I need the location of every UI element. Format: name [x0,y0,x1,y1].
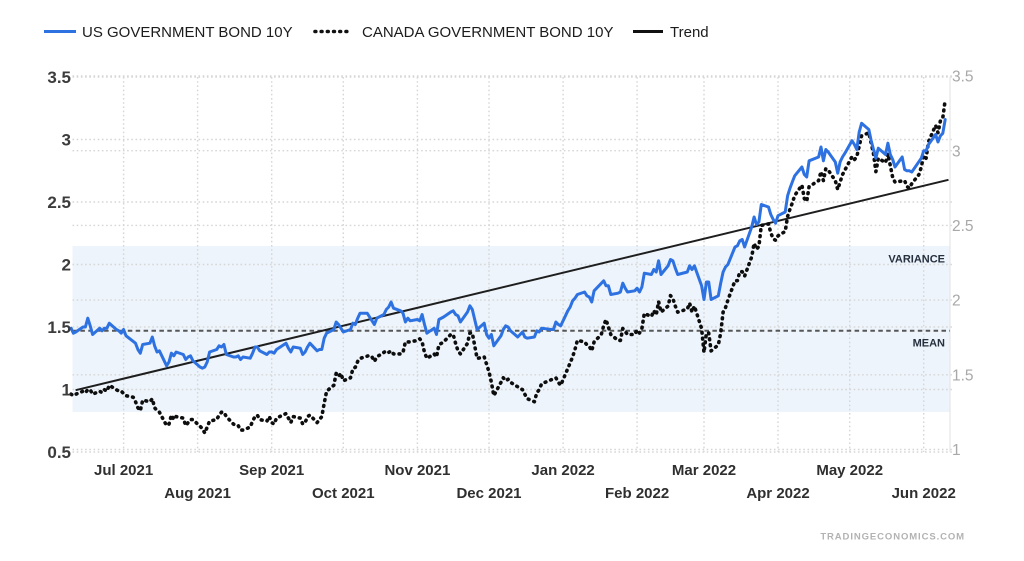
svg-text:MEAN: MEAN [913,337,945,349]
svg-text:US GOVERNMENT BOND 10Y: US GOVERNMENT BOND 10Y [82,24,293,41]
svg-text:2: 2 [952,293,961,310]
svg-text:Nov 2021: Nov 2021 [384,462,450,479]
svg-text:1.5: 1.5 [952,367,974,384]
svg-text:Aug 2021: Aug 2021 [164,485,231,502]
svg-text:3: 3 [62,131,71,150]
svg-text:1: 1 [62,381,71,400]
svg-text:CANADA GOVERNMENT BOND 10Y: CANADA GOVERNMENT BOND 10Y [362,24,613,41]
svg-text:3.5: 3.5 [952,69,974,86]
svg-text:2: 2 [62,256,71,275]
svg-text:2.5: 2.5 [47,193,71,212]
svg-text:Mar 2022: Mar 2022 [672,462,736,479]
svg-text:Dec 2021: Dec 2021 [456,485,521,502]
svg-text:Sep 2021: Sep 2021 [239,462,304,479]
svg-text:Trend: Trend [670,24,709,41]
svg-text:Apr 2022: Apr 2022 [746,485,809,502]
svg-text:1.5: 1.5 [47,318,71,337]
svg-text:May 2022: May 2022 [816,462,883,479]
svg-text:Feb 2022: Feb 2022 [605,485,669,502]
svg-text:1: 1 [952,442,961,459]
svg-text:TRADINGECONOMICS.COM: TRADINGECONOMICS.COM [820,532,965,543]
svg-text:Oct 2021: Oct 2021 [312,485,375,502]
svg-text:VARIANCE: VARIANCE [888,254,945,266]
svg-text:2.5: 2.5 [952,218,974,235]
svg-text:Jul 2021: Jul 2021 [94,462,153,479]
svg-text:Jan 2022: Jan 2022 [531,462,594,479]
svg-text:0.5: 0.5 [47,443,71,462]
svg-text:Jun 2022: Jun 2022 [892,485,956,502]
svg-text:3.5: 3.5 [47,68,71,87]
svg-text:3: 3 [952,143,961,160]
